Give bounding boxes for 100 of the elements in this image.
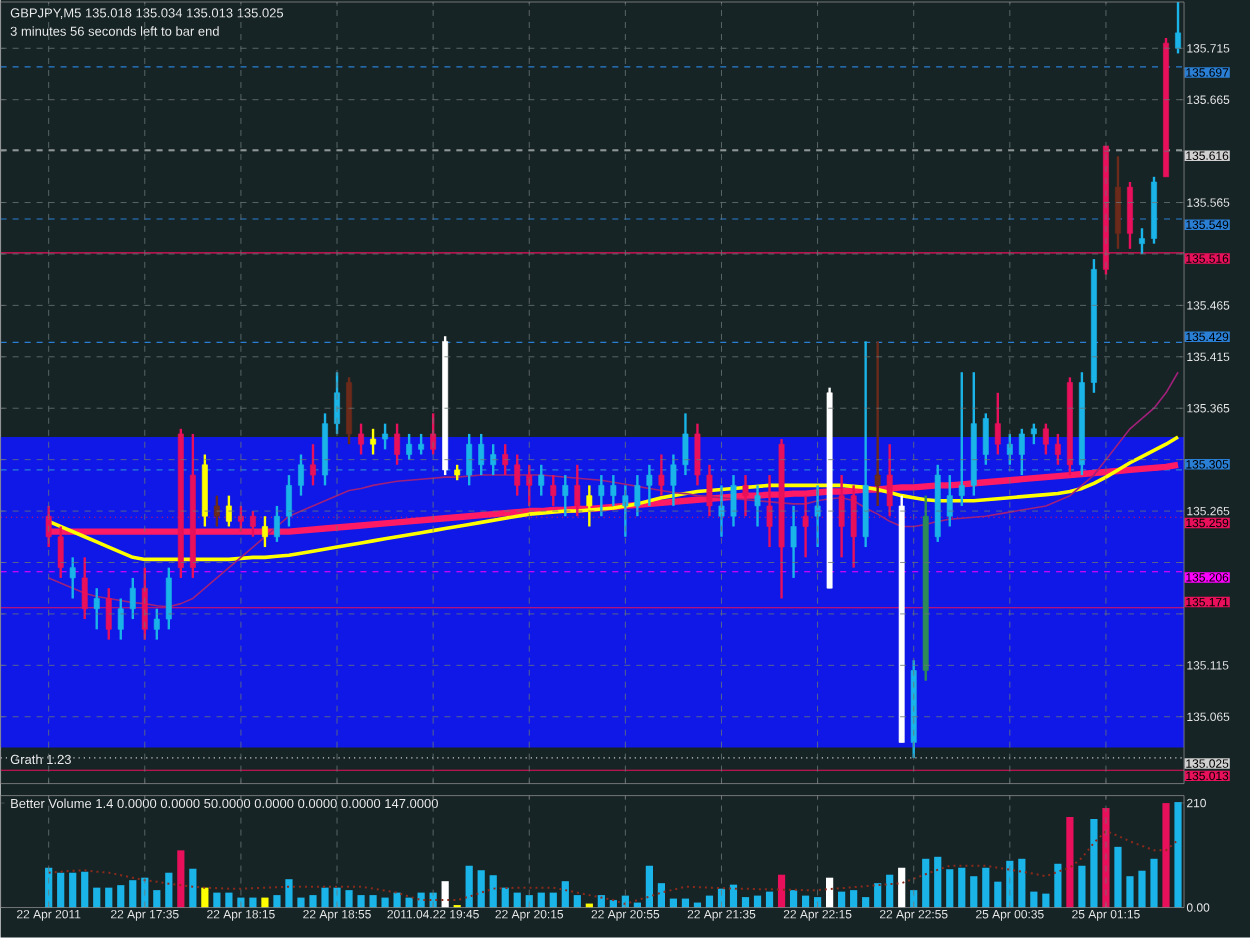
candlestick xyxy=(1115,155,1121,251)
candlestick xyxy=(394,422,401,467)
bar xyxy=(573,895,581,908)
candlestick xyxy=(634,474,641,518)
bar xyxy=(741,897,750,908)
bar xyxy=(249,897,257,908)
bar xyxy=(982,867,990,908)
candlestick xyxy=(946,474,953,528)
bar xyxy=(549,892,557,908)
bar xyxy=(105,887,113,908)
candlestick xyxy=(514,453,521,498)
bar xyxy=(946,869,954,908)
bar xyxy=(597,895,605,908)
bar xyxy=(1114,847,1122,908)
bar xyxy=(309,895,317,908)
candlestick xyxy=(418,432,425,456)
bar xyxy=(862,897,870,908)
bar xyxy=(886,874,894,908)
bar xyxy=(81,871,89,908)
candlestick xyxy=(538,463,545,498)
bar xyxy=(357,895,365,908)
candlestick xyxy=(69,556,76,600)
bar xyxy=(850,890,858,908)
candlestick xyxy=(610,474,617,508)
bar xyxy=(561,881,569,908)
bar xyxy=(645,865,653,908)
candlestick xyxy=(646,463,653,508)
bar xyxy=(369,895,377,908)
candlestick xyxy=(490,443,497,477)
candlestick xyxy=(370,427,377,456)
candlestick xyxy=(598,474,605,518)
candlestick xyxy=(213,494,220,528)
candlestick xyxy=(562,474,569,518)
bar xyxy=(1054,863,1062,908)
bar xyxy=(753,895,762,908)
candlestick xyxy=(1139,227,1145,256)
bar xyxy=(333,887,341,908)
candlestick xyxy=(57,525,64,580)
candlestick xyxy=(682,412,689,477)
bar xyxy=(537,892,545,908)
candlestick xyxy=(958,371,965,508)
bar xyxy=(153,890,161,908)
candlestick xyxy=(261,515,268,549)
candlestick xyxy=(670,453,677,508)
bar xyxy=(117,885,125,908)
candlestick xyxy=(1175,1,1181,55)
candlestick xyxy=(730,474,737,528)
bar xyxy=(489,875,497,908)
candlestick xyxy=(153,607,160,642)
bar xyxy=(477,870,485,908)
bar xyxy=(970,876,978,908)
bar xyxy=(225,892,233,908)
bar xyxy=(189,868,197,908)
bar xyxy=(273,895,281,908)
bar xyxy=(345,890,353,908)
bar xyxy=(898,867,906,908)
bar xyxy=(129,880,137,908)
candlestick xyxy=(358,422,364,456)
candlestick xyxy=(274,504,280,544)
candlestick xyxy=(814,484,821,549)
candlestick xyxy=(1054,432,1061,467)
candlestick xyxy=(117,597,124,642)
bar xyxy=(57,872,65,908)
candlestick xyxy=(286,474,292,528)
bar xyxy=(393,892,401,908)
bar xyxy=(1102,808,1110,908)
bar xyxy=(297,897,305,908)
bar xyxy=(261,897,269,908)
bar xyxy=(765,891,774,908)
bar xyxy=(874,883,882,908)
bar xyxy=(1042,893,1050,908)
bar xyxy=(1174,802,1182,908)
candlestick xyxy=(382,422,389,451)
bar xyxy=(826,877,834,908)
bar xyxy=(213,892,221,908)
candlestick xyxy=(622,484,629,539)
candlestick xyxy=(550,474,557,508)
bar xyxy=(729,884,738,908)
bar xyxy=(705,895,714,908)
candlestick xyxy=(225,494,232,528)
bar xyxy=(1090,819,1098,908)
bar xyxy=(934,857,942,908)
candlestick xyxy=(694,422,701,487)
candlestick xyxy=(754,484,761,528)
candlestick xyxy=(1042,422,1049,456)
bar xyxy=(1066,817,1074,908)
candlestick xyxy=(466,432,473,487)
candlestick xyxy=(886,443,893,518)
bar xyxy=(1138,870,1146,908)
candlestick xyxy=(790,504,797,580)
bar xyxy=(177,850,185,908)
candlestick xyxy=(502,443,509,477)
candlestick xyxy=(994,391,1001,456)
bar xyxy=(441,881,449,908)
bar xyxy=(501,887,509,908)
bar xyxy=(93,887,101,908)
bar xyxy=(994,881,1002,908)
bar xyxy=(1126,876,1134,908)
bar xyxy=(201,887,209,908)
bar xyxy=(1162,803,1170,908)
